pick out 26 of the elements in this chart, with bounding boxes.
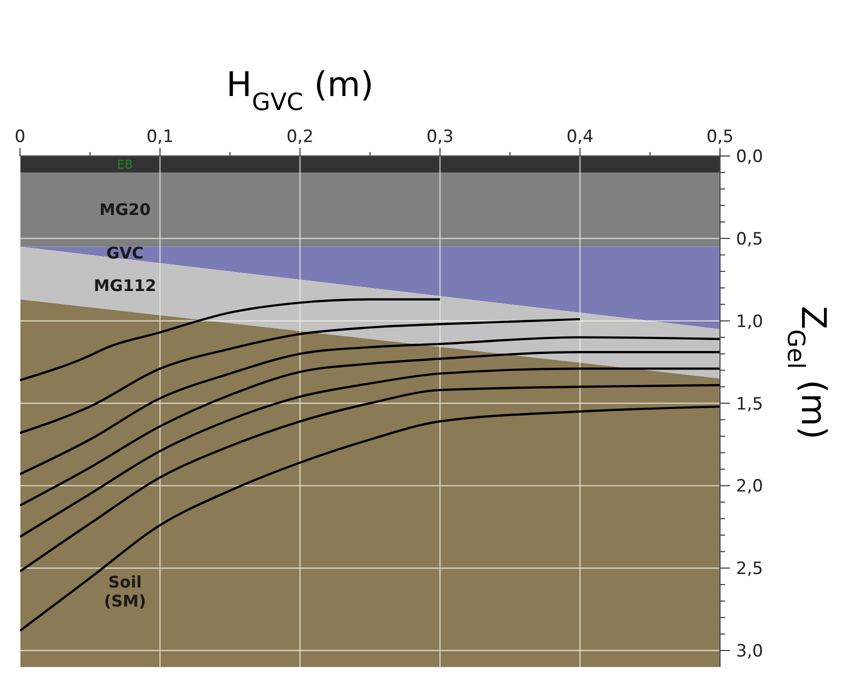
y-tick-label: 2,0 [736, 476, 764, 497]
y-tick-label: 2,5 [736, 559, 764, 580]
y-tick-label: 1,5 [736, 394, 764, 414]
x-tick-label: 0,1 [146, 127, 174, 147]
series-label: Soil (SM) [104, 572, 146, 611]
line-series [20, 298, 442, 382]
line-series [20, 405, 720, 632]
series-label: MG112 [94, 276, 156, 295]
x-tick-label: 0,2 [286, 127, 314, 147]
x-tick-label: 0,4 [566, 127, 594, 147]
line-series [20, 336, 720, 476]
y-tick-label: 0,5 [736, 229, 764, 250]
line-series [20, 384, 720, 572]
x-tick-label: 0,5 [706, 127, 734, 147]
x-tick-label: 0 [14, 127, 26, 147]
x-tick-label: 0,3 [426, 127, 454, 147]
line-series [20, 368, 720, 538]
y-tick-label: 3,0 [736, 642, 764, 662]
series-label: EB [117, 157, 133, 172]
y-tick-label: 0,0 [736, 147, 764, 167]
y-tick-label: 1,0 [736, 312, 764, 332]
x-axis-title: H$_{GVC}$ (m) [226, 65, 374, 116]
line-series [20, 318, 582, 434]
series-label: GVC [106, 243, 144, 262]
series-label: MG20 [99, 200, 151, 220]
line-series [20, 351, 720, 507]
